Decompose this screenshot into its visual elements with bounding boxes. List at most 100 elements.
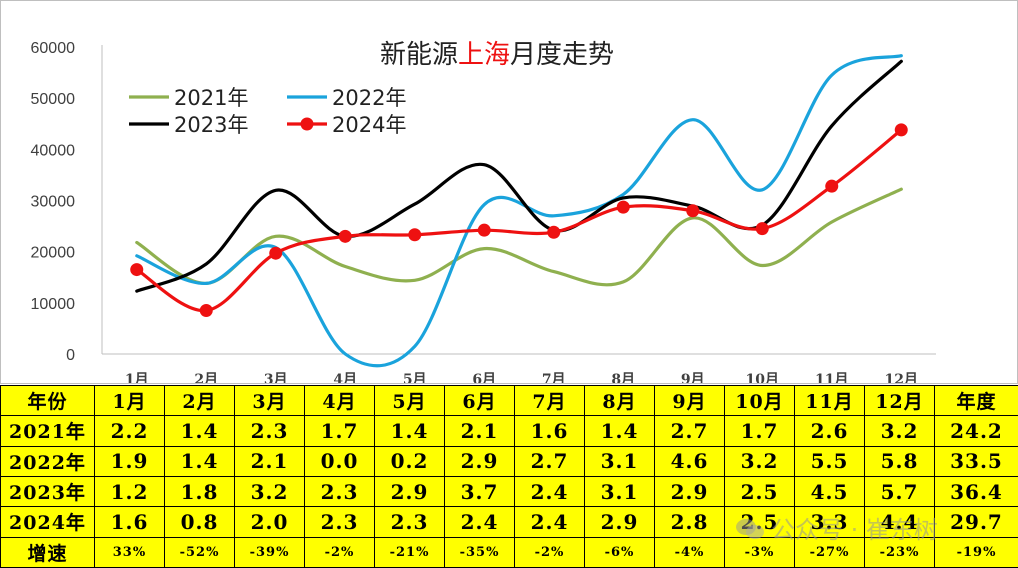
data-point-2024年 (825, 179, 839, 193)
header-cell: 10月 (724, 384, 795, 417)
data-point-2024年 (755, 222, 769, 236)
table-cell: 0.8 (164, 506, 235, 538)
row-label-cell: 2024年 (0, 506, 95, 538)
table-cell: 2.1 (444, 415, 515, 447)
table-cell: 4.4 (864, 506, 935, 538)
table-cell: 2.6 (794, 415, 865, 447)
table-cell: 2.7 (654, 415, 725, 447)
x-tick-label: 12月 (885, 372, 918, 383)
table-cell: -2% (304, 536, 375, 568)
table-cell: 4.6 (654, 445, 725, 477)
table-cell: 2.9 (654, 475, 725, 508)
header-cell: 年度 (934, 384, 1018, 417)
data-point-2024年 (199, 304, 213, 318)
table-cell: 1.4 (164, 415, 235, 447)
table-cell: 5.7 (864, 475, 935, 508)
table-cell: 1.2 (94, 475, 165, 508)
header-cell: 2月 (164, 384, 235, 417)
x-tick-label: 8月 (611, 372, 635, 383)
header-cell: 11月 (794, 384, 865, 417)
table-cell: 2.5 (724, 506, 795, 538)
legend-label: 2021年 (174, 86, 248, 110)
data-point-2024年 (477, 223, 491, 237)
table-cell: 1.4 (164, 445, 235, 477)
header-cell: 6月 (444, 384, 515, 417)
table-cell: 33% (94, 536, 165, 568)
header-cell: 年份 (0, 384, 95, 417)
table-cell: 2.9 (444, 445, 515, 477)
table-cell: 3.2 (234, 475, 305, 508)
y-tick-label: 50000 (31, 91, 76, 108)
table-cell: 1.8 (164, 475, 235, 508)
table-cell: 1.7 (724, 415, 795, 447)
table-cell: 2.4 (514, 475, 585, 508)
header-cell: 3月 (234, 384, 305, 417)
data-table: 年份 1月 2月 3月 4月 5月 6月 7月 8月 9月 10月 11月 12月 年度 2021年 2.2 1… (0, 384, 1018, 568)
series-line-2021年 (135, 187, 903, 287)
table-cell: 33.5 (934, 445, 1018, 477)
row-label-cell: 增速 (0, 536, 95, 568)
table-cell: 2.9 (374, 475, 445, 508)
table-cell: 1.6 (514, 415, 585, 447)
table-cell: -35% (444, 536, 515, 568)
table-cell: 3.3 (794, 506, 865, 538)
data-point-2024年 (130, 263, 144, 277)
x-tick-label: 10月 (746, 372, 779, 383)
data-point-2024年 (408, 228, 422, 242)
legend-label: 2023年 (174, 113, 248, 137)
table-cell: -2% (514, 536, 585, 568)
x-tick-label: 3月 (264, 372, 288, 383)
series-lines (130, 54, 908, 368)
table-cell: -52% (164, 536, 235, 568)
x-tick-label: 4月 (333, 372, 357, 383)
table-cell: -6% (584, 536, 655, 568)
table-cell: 4.5 (794, 475, 865, 508)
y-tick-label: 20000 (31, 245, 76, 262)
table-cell: 2.2 (94, 415, 165, 447)
legend-marker (300, 117, 314, 131)
table-cell: 36.4 (934, 475, 1018, 508)
x-tick-label: 7月 (542, 372, 566, 383)
table-row: 2024年 1.6 0.8 2.0 2.3 2.3 2.4 2.4 2.9 2.8 2.5 3.3 4.… (0, 506, 1018, 538)
table-cell: 2.7 (514, 445, 585, 477)
table-cell: 2.3 (234, 415, 305, 447)
table-cell: 0.2 (374, 445, 445, 477)
legend-label: 2022年 (332, 86, 406, 110)
table-cell: -39% (234, 536, 305, 568)
table-cell: 2.3 (374, 506, 445, 538)
series-line-2024年 (135, 128, 903, 313)
data-point-2024年 (894, 123, 908, 137)
table-cell: 3.2 (724, 445, 795, 477)
table-cell: -23% (864, 536, 935, 568)
y-tick-label: 10000 (31, 296, 76, 313)
table-cell: 2.8 (654, 506, 725, 538)
table-cell: 0.0 (304, 445, 375, 477)
row-label-cell: 2022年 (0, 445, 95, 477)
table-cell: 2.5 (724, 475, 795, 508)
table-cell: 1.4 (584, 415, 655, 447)
table-cell: 2.3 (304, 475, 375, 508)
table-cell: 1.4 (374, 415, 445, 447)
table-cell: -3% (724, 536, 795, 568)
data-point-2024年 (269, 246, 283, 260)
x-tick-label: 6月 (472, 372, 496, 383)
x-tick-label: 5月 (403, 372, 427, 383)
axes: 0 10000 20000 30000 40000 50000 60000 1月 2月 3月 4月 5… (31, 40, 936, 383)
table-cell: 1.9 (94, 445, 165, 477)
table-cell: 3.1 (584, 445, 655, 477)
title-part-2-highlight: 上海 (458, 40, 510, 70)
table-row: 2023年 1.2 1.8 3.2 2.3 2.9 3.7 2.4 3.1 2.9 2.5 4.5 5.… (0, 475, 1018, 508)
table-cell: 5.5 (794, 445, 865, 477)
header-cell: 7月 (514, 384, 585, 417)
chart-area: 新能源上海月度走势 0 10000 20000 30000 40000 50000 6000… (0, 0, 1018, 384)
header-cell: 12月 (864, 384, 935, 417)
y-tick-label: 0 (66, 347, 75, 364)
table-cell: -27% (794, 536, 865, 568)
table-cell: 2.0 (234, 506, 305, 538)
table-row: 2021年 2.2 1.4 2.3 1.7 1.4 2.1 1.6 1.4 2.7 1.7 2.6 3.… (0, 415, 1018, 447)
x-tick-label: 1月 (125, 372, 149, 383)
title-part-1: 新能源 (380, 40, 458, 70)
table-header-row: 年份 1月 2月 3月 4月 5月 6月 7月 8月 9月 10月 11月 12月 年度 (0, 384, 1018, 417)
header-cell: 5月 (374, 384, 445, 417)
